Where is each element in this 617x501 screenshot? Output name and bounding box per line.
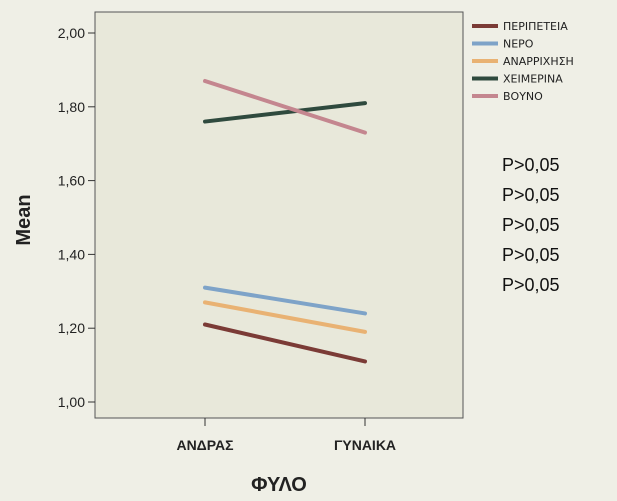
y-tick-label: 2,00 [58, 25, 85, 41]
p-value-annotation: P>0,05 [502, 215, 560, 235]
legend-label: ΠΕΡΙΠΕΤΕΙΑ [503, 20, 568, 33]
series-line-4 [203, 101, 367, 124]
p-value-annotation: P>0,05 [502, 185, 560, 205]
legend-label: ΑΝΑΡΡΙΧΗΣΗ [503, 55, 574, 68]
x-axis-title: ΦΥΛΟ [251, 474, 307, 496]
p-value-annotation: P>0,05 [502, 155, 560, 175]
series-line-5 [203, 78, 367, 135]
x-axis: ΑΝΔΡΑΣ ΓΥΝΑΙΚΑ [176, 418, 396, 453]
y-tick-label: 1,40 [58, 246, 85, 262]
legend-label: ΝΕΡΟ [503, 38, 534, 51]
series-lines [203, 78, 367, 364]
y-axis-title: Mean [13, 194, 35, 245]
series-line-3 [203, 300, 367, 334]
y-axis: 1,00 1,20 1,40 1,60 1,80 2,00 [58, 25, 95, 410]
legend-label: ΧΕΙΜΕΡΙΝΑ [503, 73, 563, 86]
p-value-annotation: P>0,05 [502, 245, 560, 265]
x-tick-label: ΓΥΝΑΙΚΑ [334, 437, 396, 453]
y-tick-label: 1,60 [58, 173, 85, 189]
y-tick-label: 1,20 [58, 320, 85, 336]
series-line-1 [203, 322, 367, 364]
x-tick-label: ΑΝΔΡΑΣ [176, 437, 233, 453]
y-tick-label: 1,00 [58, 394, 85, 410]
p-value-annotation: P>0,05 [502, 275, 560, 295]
legend-label: ΒΟΥΝΟ [503, 90, 543, 103]
legend: ΠΕΡΙΠΕΤΕΙΑ ΝΕΡΟ ΑΝΑΡΡΙΧΗΣΗ ΧΕΙΜΕΡΙΝΑ ΒΟΥΝΟ [472, 20, 574, 103]
y-tick-label: 1,80 [58, 99, 85, 115]
plot-area [94, 11, 464, 419]
series-line-2 [203, 285, 367, 316]
